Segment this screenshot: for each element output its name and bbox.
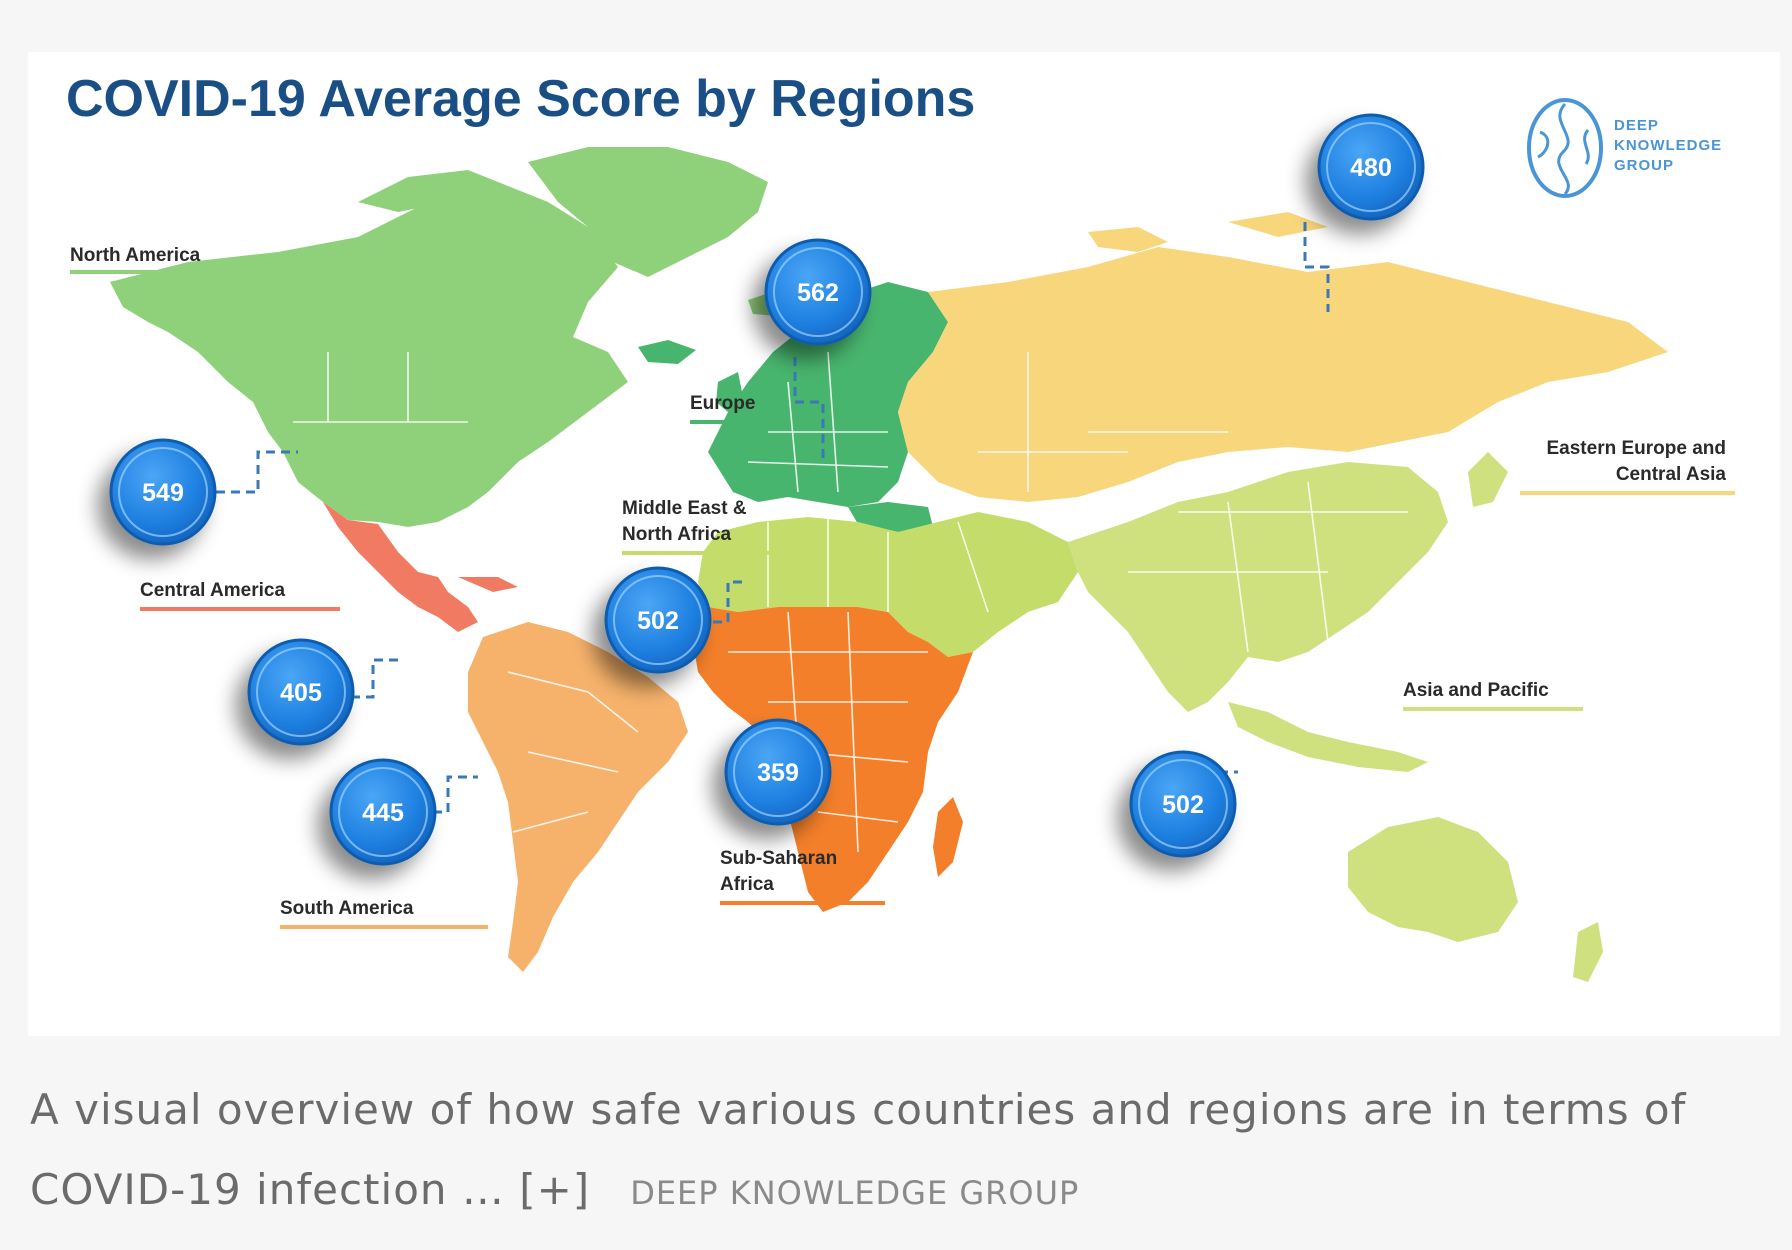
region-label-middle-east-north-africa: Middle East & North Africa <box>622 498 790 555</box>
region-shape-central-america <box>323 502 518 632</box>
svg-text:359: 359 <box>757 759 799 787</box>
region-shape-north-america <box>110 147 798 527</box>
svg-text:Europe: Europe <box>690 393 755 414</box>
logo-text-line3: GROUP <box>1614 157 1674 174</box>
image-caption: A visual overview of how safe various co… <box>30 1070 1775 1233</box>
svg-text:Sub-Saharan: Sub-Saharan <box>720 848 837 869</box>
region-label-sub-saharan-africa: Sub-Saharan Africa <box>720 848 885 905</box>
caption-source-credit: DEEP KNOWLEDGE GROUP <box>630 1174 1080 1212</box>
score-badge-north-america: 549 <box>109 438 217 546</box>
region-shape-asia-pacific <box>1068 452 1603 982</box>
score-badge-eastern-europe-central-asia: 480 <box>1317 113 1425 221</box>
score-badge-central-america: 405 <box>247 638 355 746</box>
logo-text-line2: KNOWLEDGE <box>1614 137 1722 154</box>
region-shape-europe <box>638 282 948 532</box>
region-label-europe: Europe <box>690 393 782 424</box>
svg-text:Eastern Europe and: Eastern Europe and <box>1547 438 1727 459</box>
score-badge-south-america: 445 <box>329 758 437 866</box>
svg-text:Central America: Central America <box>140 580 285 601</box>
svg-text:Central Asia: Central Asia <box>1616 464 1727 485</box>
region-label-north-america: North America <box>70 245 268 274</box>
svg-text:405: 405 <box>280 679 322 707</box>
region-shape-eastern-europe-central-asia <box>898 212 1668 502</box>
map-title: COVID-19 Average Score by Regions <box>66 70 975 128</box>
svg-text:549: 549 <box>142 479 184 507</box>
svg-text:Asia and Pacific: Asia and Pacific <box>1403 680 1549 701</box>
score-badge-sub-saharan-africa: 359 <box>724 718 832 826</box>
covid-score-map-figure: COVID-19 Average Score by Regions DEEP K… <box>28 52 1780 1036</box>
region-shape-sub-saharan-africa <box>693 607 973 912</box>
svg-text:480: 480 <box>1350 154 1392 182</box>
svg-text:562: 562 <box>797 279 839 307</box>
svg-text:North Africa: North Africa <box>622 524 732 545</box>
brain-icon <box>1527 98 1603 198</box>
caption-expand-link[interactable]: [+] <box>519 1165 591 1214</box>
region-label-south-america: South America <box>280 898 488 929</box>
region-label-asia-pacific: Asia and Pacific <box>1403 680 1583 711</box>
svg-text:445: 445 <box>362 799 404 827</box>
score-badge-middle-east-north-africa: 502 <box>604 566 712 674</box>
region-label-eastern-europe-central-asia: Eastern Europe and Central Asia <box>1520 438 1735 495</box>
svg-text:North America: North America <box>70 245 201 266</box>
region-shape-south-america <box>468 622 688 972</box>
logo-text-line1: DEEP <box>1614 117 1659 134</box>
caption-text: A visual overview of how safe various co… <box>30 1085 1687 1214</box>
region-shape-middle-east-north-africa <box>698 512 1078 657</box>
svg-text:502: 502 <box>637 607 679 635</box>
region-label-central-america: Central America <box>140 580 340 611</box>
svg-text:South America: South America <box>280 898 414 919</box>
svg-text:Middle East &: Middle East & <box>622 498 747 519</box>
svg-text:Africa: Africa <box>720 874 774 895</box>
deep-knowledge-group-logo: DEEP KNOWLEDGE GROUP <box>1527 98 1722 198</box>
score-badge-europe: 562 <box>764 238 872 346</box>
svg-text:502: 502 <box>1162 791 1204 819</box>
score-badge-asia-pacific: 502 <box>1129 750 1237 858</box>
